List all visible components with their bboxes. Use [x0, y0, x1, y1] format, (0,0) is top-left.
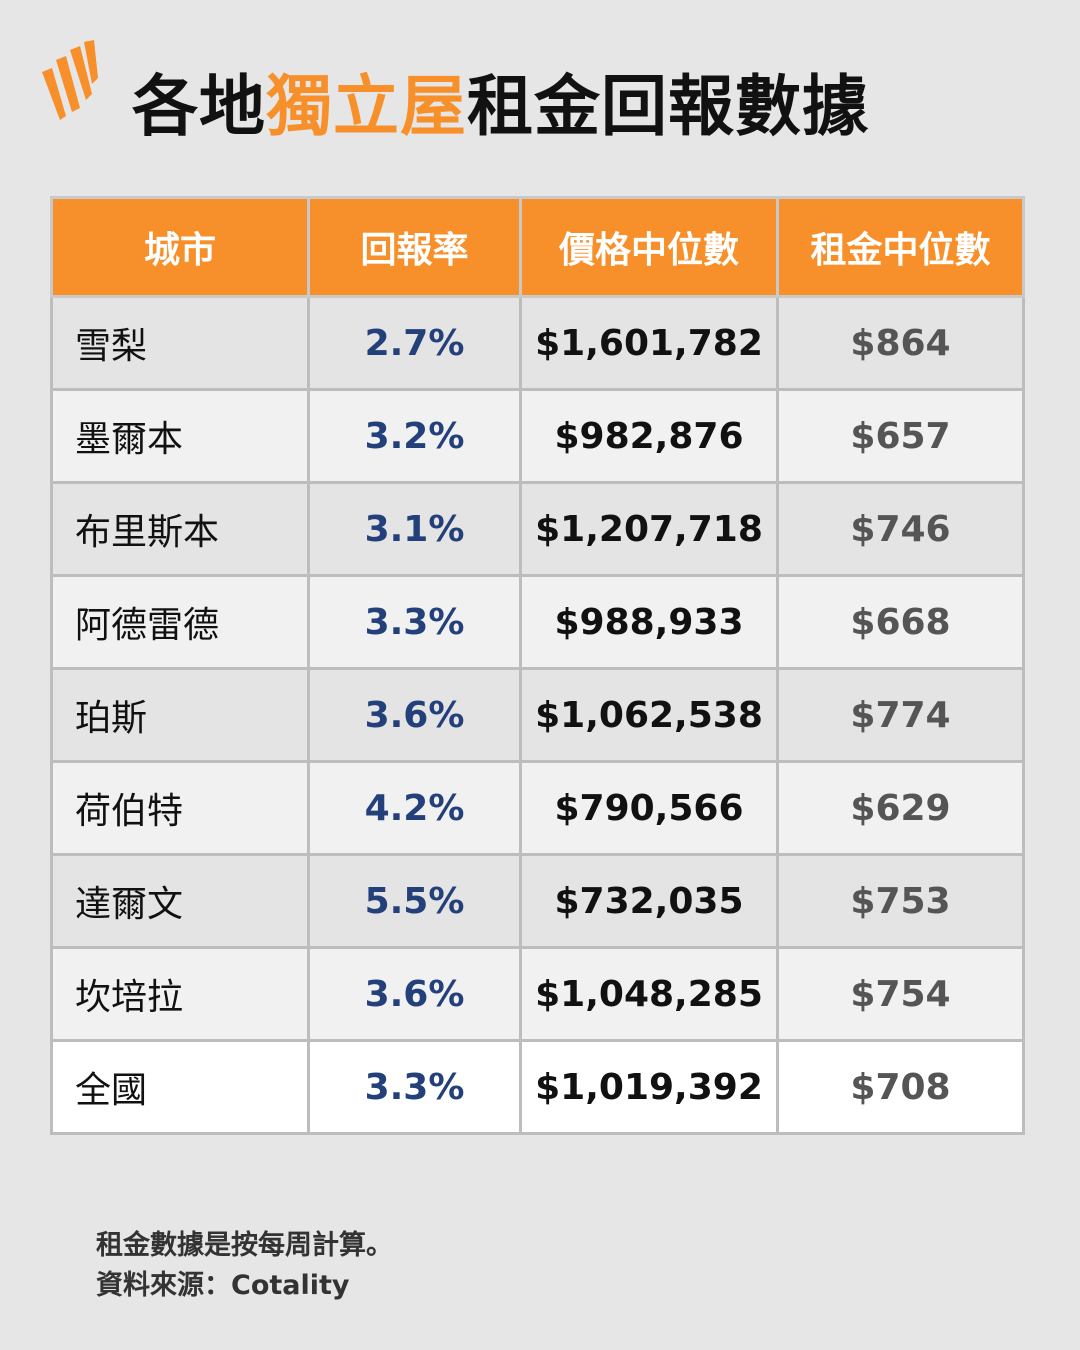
city-cell: 布里斯本	[50, 481, 310, 577]
data-source-note: 資料來源：Cotality	[96, 1270, 350, 1301]
column-header-median-price: 價格中位數	[519, 196, 779, 298]
rent-cell: $754	[776, 946, 1025, 1042]
city-cell: 荷伯特	[50, 760, 310, 856]
rent-basis-note: 租金數據是按每周計算。	[96, 1230, 393, 1261]
title-prefix: 各地	[132, 68, 266, 145]
rent-cell: $629	[776, 760, 1025, 856]
yield-cell: 3.6%	[307, 667, 522, 763]
rent-cell: $668	[776, 574, 1025, 670]
rent-cell: $753	[776, 853, 1025, 949]
yield-cell: 2.7%	[307, 295, 522, 391]
table-row: 墨爾本 3.2% $982,876 $657	[50, 388, 1025, 484]
city-cell: 墨爾本	[50, 388, 310, 484]
sbs-logo-icon	[42, 40, 98, 120]
yield-cell: 3.2%	[307, 388, 522, 484]
city-cell: 珀斯	[50, 667, 310, 763]
yield-cell: 3.6%	[307, 946, 522, 1042]
rental-yield-table: 城市 回報率 價格中位數 租金中位數 雪梨 2.7% $1,601,782 $8…	[50, 196, 1025, 1135]
table-row: 阿德雷德 3.3% $988,933 $668	[50, 574, 1025, 670]
footnotes: 租金數據是按每周計算。 資料來源：Cotality	[96, 1226, 393, 1306]
table-header-row: 城市 回報率 價格中位數 租金中位數	[50, 196, 1025, 298]
price-cell: $988,933	[519, 574, 779, 670]
yield-cell: 3.1%	[307, 481, 522, 577]
table-row: 達爾文 5.5% $732,035 $753	[50, 853, 1025, 949]
column-header-city: 城市	[50, 196, 310, 298]
yield-cell: 3.3%	[307, 574, 522, 670]
rent-cell: $708	[776, 1039, 1025, 1135]
rent-cell: $774	[776, 667, 1025, 763]
table-row: 雪梨 2.7% $1,601,782 $864	[50, 295, 1025, 391]
page-title: 各地獨立屋租金回報數據	[132, 62, 869, 152]
table-row: 珀斯 3.6% $1,062,538 $774	[50, 667, 1025, 763]
city-cell: 全國	[50, 1039, 310, 1135]
table-row: 荷伯特 4.2% $790,566 $629	[50, 760, 1025, 856]
price-cell: $1,601,782	[519, 295, 779, 391]
title-suffix: 租金回報數據	[467, 68, 869, 145]
price-cell: $1,048,285	[519, 946, 779, 1042]
city-cell: 坎培拉	[50, 946, 310, 1042]
national-total-row: 全國 3.3% $1,019,392 $708	[50, 1039, 1025, 1135]
yield-cell: 4.2%	[307, 760, 522, 856]
rent-cell: $746	[776, 481, 1025, 577]
title-accent: 獨立屋	[266, 68, 467, 145]
price-cell: $732,035	[519, 853, 779, 949]
city-cell: 雪梨	[50, 295, 310, 391]
column-header-median-rent: 租金中位數	[776, 196, 1025, 298]
price-cell: $1,062,538	[519, 667, 779, 763]
price-cell: $982,876	[519, 388, 779, 484]
price-cell: $1,019,392	[519, 1039, 779, 1135]
yield-cell: 3.3%	[307, 1039, 522, 1135]
rent-cell: $657	[776, 388, 1025, 484]
city-cell: 達爾文	[50, 853, 310, 949]
price-cell: $1,207,718	[519, 481, 779, 577]
rent-cell: $864	[776, 295, 1025, 391]
yield-cell: 5.5%	[307, 853, 522, 949]
city-cell: 阿德雷德	[50, 574, 310, 670]
table-row: 布里斯本 3.1% $1,207,718 $746	[50, 481, 1025, 577]
column-header-yield: 回報率	[307, 196, 522, 298]
price-cell: $790,566	[519, 760, 779, 856]
table-row: 坎培拉 3.6% $1,048,285 $754	[50, 946, 1025, 1042]
